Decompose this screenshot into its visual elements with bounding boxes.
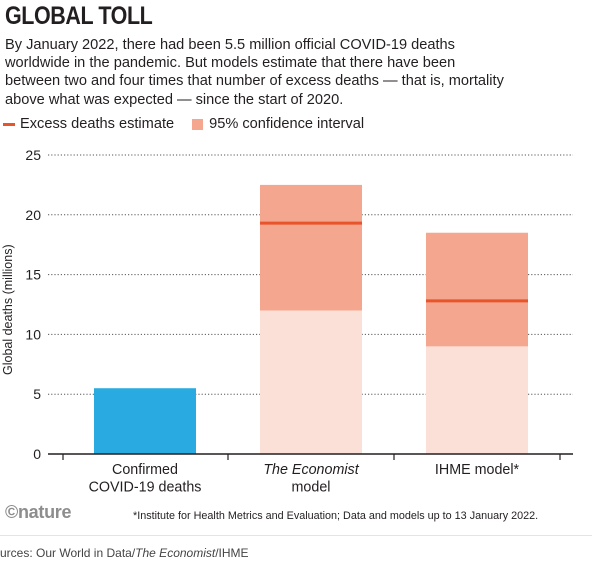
y-tick-label: 0 [33,446,41,462]
footnote: *Institute for Health Metrics and Evalua… [133,510,539,522]
source-prefix: urces: Our World in Data/ [0,546,136,560]
bar-below-ci [260,310,362,454]
legend-ci-label: 95% confidence interval [209,116,365,132]
legend: Excess deaths estimate 95% confidence in… [3,116,364,132]
y-tick-label: 20 [25,207,41,223]
chart-plot: 0 5 10 15 20 25 Confirmed COVID-19 deaths The Ec… [25,147,573,496]
x-category-label: The Economist [263,462,359,478]
bar-confidence-interval [260,184,362,311]
legend-estimate-label: Excess deaths estimate [20,116,175,132]
chart-panel: GLOBAL TOLL By January 2022, there had b… [1,2,573,522]
legend-ci-swatch [192,118,204,130]
y-tick-label: 25 [25,147,41,163]
x-category-label: model [292,480,331,496]
y-tick-label: 10 [25,326,41,342]
bar-confidence-interval [426,232,528,347]
bar-confirmed [94,388,196,454]
x-category-label: Confirmed [112,462,178,478]
y-tick-label: 5 [33,386,41,402]
source-line: urces: Our World in Data/The Economist/I… [0,546,249,560]
y-tick-label: 15 [25,267,41,283]
source-publication: The Economist [135,546,216,560]
source-suffix: /IHME [215,546,249,560]
chart-title: GLOBAL TOLL [5,2,153,30]
x-category-label: IHME model* [435,462,520,478]
chart-subtitle: By January 2022, there had been 5.5 mill… [5,37,504,108]
bar-below-ci [426,346,528,454]
x-category-label: COVID-19 deaths [89,480,202,496]
nature-logo: ©nature [5,502,72,522]
legend-estimate-swatch [3,122,15,126]
divider [0,535,592,536]
